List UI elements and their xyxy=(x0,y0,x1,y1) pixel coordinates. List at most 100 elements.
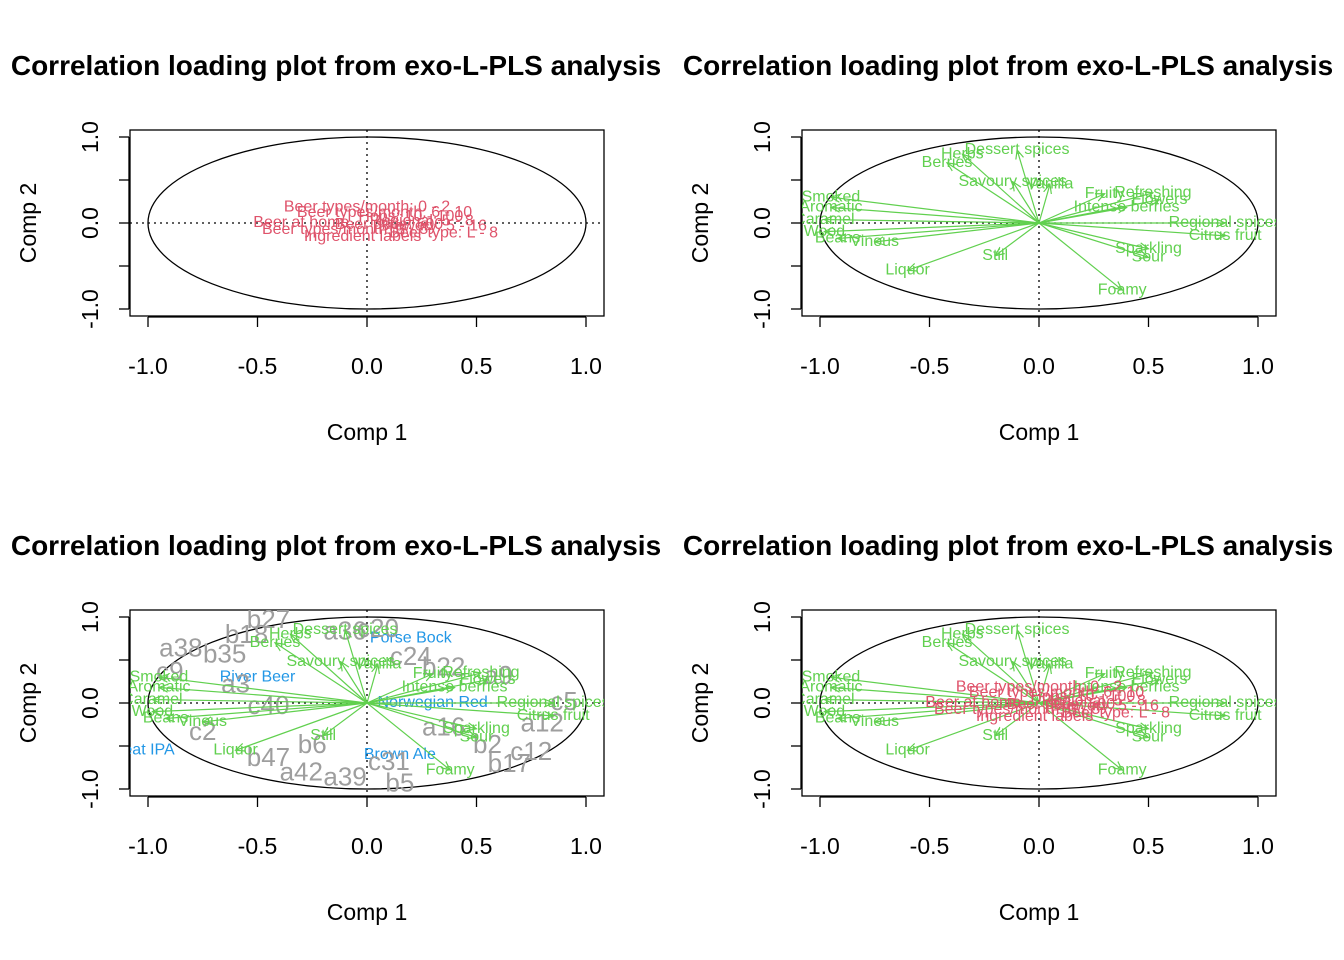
loading-arrow xyxy=(831,677,1040,704)
point-label: Wood xyxy=(132,703,174,720)
point-label: Fruity xyxy=(1085,185,1125,202)
point-label: Smoked xyxy=(130,668,189,685)
point-label: a38 xyxy=(159,633,202,663)
y-tick-label: -1.0 xyxy=(77,289,103,329)
y-tick-label: 0.0 xyxy=(77,687,103,719)
point-label: a12 xyxy=(521,707,564,737)
loading-arrow xyxy=(366,702,450,770)
point-label: Regional spices xyxy=(497,694,610,711)
point-label: Brown Ale xyxy=(364,746,436,763)
loading-arrow xyxy=(323,702,368,736)
loading-arrow xyxy=(947,163,1040,224)
point-label: b47 xyxy=(247,742,290,772)
loading-arrow xyxy=(824,222,1040,232)
x-tick-label: 0.5 xyxy=(461,833,493,859)
point-label: Dessert spices xyxy=(965,141,1070,158)
loading-arrow xyxy=(1038,673,1153,704)
loading-arrow xyxy=(290,634,368,704)
point-label: Herbs xyxy=(269,625,312,642)
x-tick-label: 1.0 xyxy=(570,353,602,379)
x-tick-label: 1.0 xyxy=(1242,353,1274,379)
loading-arrow xyxy=(831,197,1040,224)
point-label: Beer price: 500 xyxy=(1007,696,1116,713)
point-label: Still xyxy=(310,727,336,744)
loading-arrow xyxy=(275,643,368,704)
point-label: Refreshing xyxy=(1114,184,1191,201)
y-tick-label: -1.0 xyxy=(77,769,103,809)
loading-arrow xyxy=(236,702,368,750)
point-label: Foamy xyxy=(1098,761,1147,778)
loading-arrow xyxy=(345,630,368,704)
y-tick-label: 1.0 xyxy=(749,121,775,153)
loading-arrow xyxy=(166,702,368,718)
loading-arrow xyxy=(159,688,368,704)
point-label: Flowers xyxy=(1131,671,1187,688)
point-label: Intense berries xyxy=(402,679,508,696)
point-label: a39 xyxy=(323,762,366,792)
y-tick-label: -1.0 xyxy=(749,769,775,809)
point-label: Vanilla xyxy=(1027,176,1074,193)
loading-arrow xyxy=(838,702,1040,718)
point-label: Liquor xyxy=(213,742,258,759)
y-axis-label: Comp 2 xyxy=(15,663,41,744)
x-tick-label: -1.0 xyxy=(128,833,168,859)
point-label: Flowers xyxy=(1131,191,1187,208)
x-tick-label: -0.5 xyxy=(910,833,950,859)
loading-arrow xyxy=(824,220,1040,223)
point-label: Refreshing xyxy=(1114,664,1191,681)
x-tick-label: 0.0 xyxy=(1023,353,1055,379)
y-tick-label: 1.0 xyxy=(77,601,103,633)
loading-arrow xyxy=(831,208,1040,224)
point-label: Caramel xyxy=(794,211,854,228)
loading-arrow xyxy=(1038,688,1127,704)
point-label: b35 xyxy=(203,639,246,669)
x-tick-label: 0.0 xyxy=(1023,833,1055,859)
point-label: Wood xyxy=(804,223,846,240)
point-label: Regional: 5 - 8 xyxy=(370,212,474,229)
point-label: Vanilla xyxy=(1027,656,1074,673)
loading-arrow xyxy=(152,702,368,712)
loading-arrow xyxy=(366,664,378,704)
x-tick-label: -1.0 xyxy=(800,833,840,859)
loading-arrow xyxy=(1038,193,1153,224)
loading-arrow xyxy=(1017,150,1040,224)
point-label: b18 xyxy=(225,619,268,649)
loading-arrow xyxy=(159,677,368,704)
loading-arrow xyxy=(1038,194,1105,224)
point-label: Beer type: L - 8 xyxy=(389,225,498,242)
point-label: Foamy xyxy=(426,761,475,778)
y-tick-label: 0.0 xyxy=(749,207,775,239)
point-label: c31 xyxy=(368,746,410,776)
x-tick-label: 0.5 xyxy=(461,353,493,379)
y-axis-label: Comp 2 xyxy=(687,183,713,264)
point-label: Sour xyxy=(460,729,494,746)
point-label: Liquor xyxy=(885,742,930,759)
loading-arrow xyxy=(1038,664,1050,704)
point-label: Liquor xyxy=(885,262,930,279)
x-tick-label: -1.0 xyxy=(800,353,840,379)
loading-arrow xyxy=(1038,222,1149,257)
x-axis-label: Comp 1 xyxy=(999,899,1080,925)
x-tick-label: -0.5 xyxy=(238,353,278,379)
point-label: Regional: 5 - 8 xyxy=(1042,692,1146,709)
point-label: Hops: 10 - 100 xyxy=(358,208,463,225)
x-tick-label: 0.0 xyxy=(351,833,383,859)
point-label: Aromatic xyxy=(127,679,190,696)
point-label: b5 xyxy=(385,768,414,798)
panel-3: Correlation loading plot from exo-L-PLS … xyxy=(11,530,661,925)
point-label: Citrus fruit xyxy=(1189,227,1262,244)
x-tick-label: 1.0 xyxy=(570,833,602,859)
loading-arrow xyxy=(366,688,455,704)
loading-arrow xyxy=(962,634,1040,704)
point-label: Berries xyxy=(922,154,973,171)
point-label: Vinous xyxy=(850,233,899,250)
loading-arrow xyxy=(366,702,477,729)
point-label: Wood xyxy=(804,703,846,720)
loading-arrow xyxy=(824,700,1040,703)
x-tick-label: -0.5 xyxy=(238,833,278,859)
point-label: Beer types/month: 3 - 5 xyxy=(262,221,428,238)
point-label: Savoury spices xyxy=(286,653,395,670)
x-tick-label: 0.5 xyxy=(1133,833,1165,859)
point-label: Vinous xyxy=(850,713,899,730)
